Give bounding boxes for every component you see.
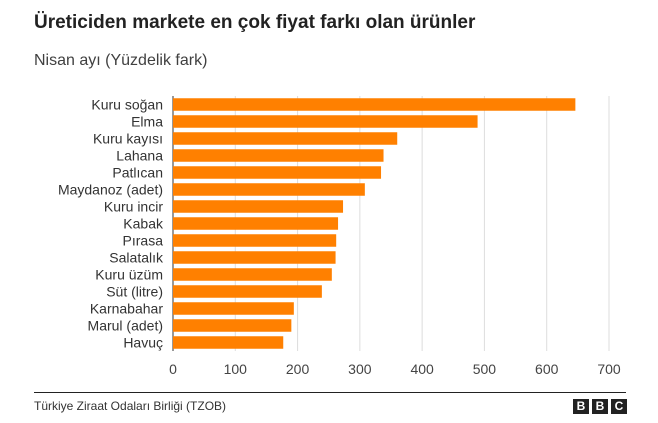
category-label: Kabak [123,216,164,232]
category-label: Patlıcan [112,165,163,181]
category-label: Salatalık [109,250,164,266]
x-tick-label: 300 [348,361,372,377]
logo-letter-b2: B [592,399,608,414]
bar [173,115,478,128]
x-tick-label: 500 [473,361,497,377]
bar [173,319,292,332]
x-tick-label: 100 [224,361,248,377]
x-tick-label: 700 [597,361,621,377]
bar [173,268,332,281]
bbc-logo: B B C [573,399,627,414]
chart-title: Üreticiden markete en çok fiyat farkı ol… [34,12,476,33]
category-label: Kuru incir [104,199,163,215]
source-note: Türkiye Ziraat Odaları Birliği (TZOB) [34,399,227,413]
bar [173,98,576,111]
x-tick-label: 600 [535,361,559,377]
bar [173,166,382,179]
category-label: Kuru kayısı [93,131,163,147]
bar [173,200,344,213]
category-label: Marul (adet) [88,318,163,334]
bar [173,132,398,145]
bar [173,149,384,162]
category-label: Kuru üzüm [95,267,163,283]
bar [173,285,322,298]
x-tick-labels: 0 100 200 300 400 500 600 700 [169,361,621,377]
category-label: Havuç [123,335,163,351]
category-label: Karnabahar [90,301,164,317]
logo-letter-c: C [611,399,627,414]
category-label: Lahana [116,148,163,164]
x-tick-label: 0 [169,361,177,377]
category-label: Elma [131,114,163,130]
bar [173,302,294,315]
bar [173,183,365,196]
x-tick-label: 400 [410,361,434,377]
logo-letter-b1: B [573,399,589,414]
chart-subtitle: Nisan ayı (Yüzdelik fark) [34,52,208,69]
footer-divider [34,392,626,393]
bar [173,234,337,247]
category-label: Maydanoz (adet) [58,182,163,198]
bar [173,251,336,264]
category-label: Süt (litre) [106,284,163,300]
bars [173,98,576,349]
category-label: Kuru soğan [91,97,163,113]
category-label: Pırasa [123,233,164,249]
bar [173,336,284,349]
bar [173,217,339,230]
x-tick-label: 200 [286,361,310,377]
